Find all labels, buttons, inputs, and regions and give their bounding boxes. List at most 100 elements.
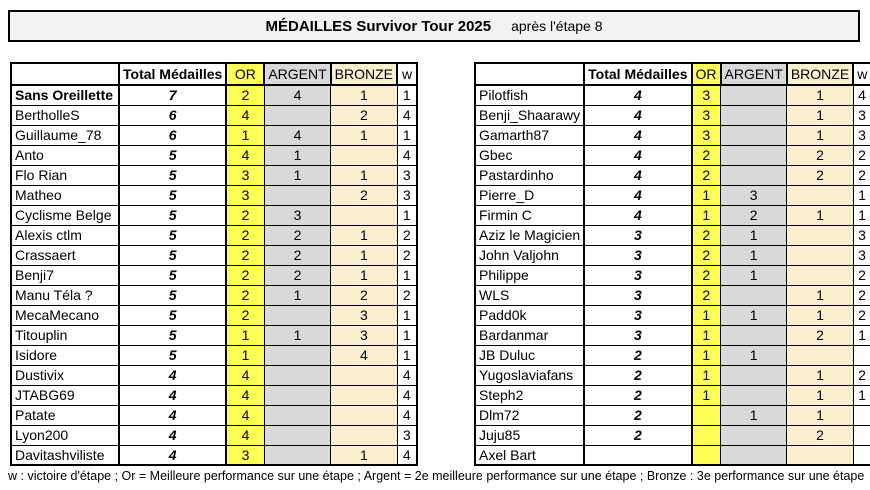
wins-column-header: w	[396, 62, 419, 86]
silver-cell: 3	[263, 204, 332, 226]
silver-cell	[719, 124, 788, 146]
wins-cell: 1	[852, 324, 870, 346]
wins-cell	[852, 344, 870, 366]
wins-cell: 3	[852, 224, 870, 246]
total-medals-cell: 2	[583, 384, 693, 406]
gold-cell: 2	[691, 284, 721, 306]
player-name-cell: Guillaume_78	[10, 124, 120, 146]
gold-cell: 1	[225, 344, 265, 366]
silver-cell	[719, 284, 788, 306]
gold-cell: 2	[225, 264, 265, 286]
table-row: Padd0k 3 1 1 1 2	[474, 304, 870, 326]
player-name-cell: Gbec	[474, 144, 586, 166]
total-medals-cell: 2	[583, 364, 693, 386]
silver-cell: 2	[263, 264, 332, 286]
bronze-cell: 2	[330, 104, 398, 126]
bronze-cell: 2	[786, 144, 854, 166]
gold-cell: 2	[225, 224, 265, 246]
bronze-cell	[786, 264, 854, 286]
silver-cell: 1	[719, 244, 788, 266]
silver-cell	[263, 304, 332, 326]
table-row: BertholleS 6 4 2 4	[10, 104, 418, 126]
total-medals-cell: 5	[117, 284, 228, 306]
wins-cell: 3	[396, 164, 418, 186]
silver-cell: 1	[263, 324, 332, 346]
header-row: Total Médailles OR ARGENT BRONZE w	[10, 62, 419, 86]
wins-column-header: w	[852, 62, 870, 86]
wins-cell: 1	[396, 304, 418, 326]
bronze-cell	[330, 364, 398, 386]
bronze-cell: 2	[786, 324, 854, 346]
bronze-cell	[786, 344, 854, 366]
table-row: Pilotfish 4 3 1 4	[474, 84, 870, 106]
table-row: Bardanmar 3 1 2 1	[474, 324, 870, 346]
bronze-cell: 1	[786, 364, 854, 386]
wins-cell: 4	[396, 404, 418, 426]
player-name-cell: John Valjohn	[474, 244, 586, 266]
silver-cell: 3	[719, 184, 788, 206]
total-column-header: Total Médailles	[117, 62, 228, 86]
player-name-cell: MecaMecano	[10, 304, 120, 326]
page-title-suffix: après l'étape 8	[511, 18, 603, 34]
gold-cell	[691, 424, 721, 446]
silver-cell	[263, 344, 332, 366]
player-name-cell: Philippe	[474, 264, 586, 286]
bronze-cell: 3	[330, 324, 398, 346]
wins-cell: 4	[852, 84, 870, 106]
table-row: Flo Rian 5 3 1 1 3	[10, 164, 418, 186]
gold-cell: 1	[691, 324, 721, 346]
gold-cell: 2	[225, 84, 265, 106]
player-name-cell: Yugoslaviafans	[474, 364, 586, 386]
bronze-cell	[330, 144, 398, 166]
total-medals-cell: 3	[583, 324, 693, 346]
gold-cell	[691, 404, 721, 426]
bronze-cell	[330, 424, 398, 446]
wins-cell: 4	[396, 364, 418, 386]
table-row: Patate 4 4 4	[10, 404, 418, 426]
total-medals-cell	[583, 444, 693, 466]
wins-cell: 1	[396, 84, 418, 106]
player-name-cell: Pastardinho	[474, 164, 586, 186]
player-name-cell: Matheo	[10, 184, 120, 206]
table-row: Crassaert 5 2 2 1 2	[10, 244, 418, 266]
wins-cell: 2	[396, 284, 418, 306]
table-row: Pastardinho 4 2 2 2	[474, 164, 870, 186]
total-medals-cell: 4	[583, 104, 693, 126]
bronze-cell: 1	[786, 304, 854, 326]
player-name-cell: Gamarth87	[474, 124, 586, 146]
table-row: JB Duluc 2 1 1	[474, 344, 870, 366]
table-row: Gamarth87 4 3 1 3	[474, 124, 870, 146]
wins-cell: 2	[396, 224, 418, 246]
total-medals-cell: 2	[583, 344, 693, 366]
total-medals-cell: 4	[583, 84, 693, 106]
silver-cell: 1	[719, 224, 788, 246]
gold-cell: 2	[225, 204, 265, 226]
silver-cell	[719, 384, 788, 406]
bronze-cell: 1	[786, 284, 854, 306]
wins-cell: 2	[396, 244, 418, 266]
bronze-cell: 1	[786, 124, 854, 146]
player-name-cell: Benji7	[10, 264, 120, 286]
bronze-column-header: BRONZE	[785, 62, 855, 86]
wins-cell	[852, 424, 870, 446]
silver-cell: 1	[263, 284, 332, 306]
bronze-cell: 1	[786, 384, 854, 406]
player-name-cell: Isidore	[10, 344, 120, 366]
table-row: MecaMecano 5 2 3 1	[10, 304, 418, 326]
player-name-cell: Lyon200	[10, 424, 120, 446]
gold-cell: 4	[225, 424, 265, 446]
player-name-cell: Manu Téla ?	[10, 284, 120, 306]
bronze-cell: 1	[330, 224, 398, 246]
total-medals-cell: 3	[583, 264, 693, 286]
gold-cell: 4	[225, 404, 265, 426]
bronze-cell: 2	[330, 284, 398, 306]
table-row: Philippe 3 2 1 2	[474, 264, 870, 286]
player-name-cell: Juju85	[474, 424, 586, 446]
gold-cell: 1	[225, 324, 265, 346]
wins-cell: 2	[852, 264, 870, 286]
wins-cell	[852, 444, 870, 466]
silver-cell	[263, 104, 332, 126]
silver-cell	[263, 364, 332, 386]
silver-cell	[719, 144, 788, 166]
wins-cell: 1	[852, 384, 870, 406]
